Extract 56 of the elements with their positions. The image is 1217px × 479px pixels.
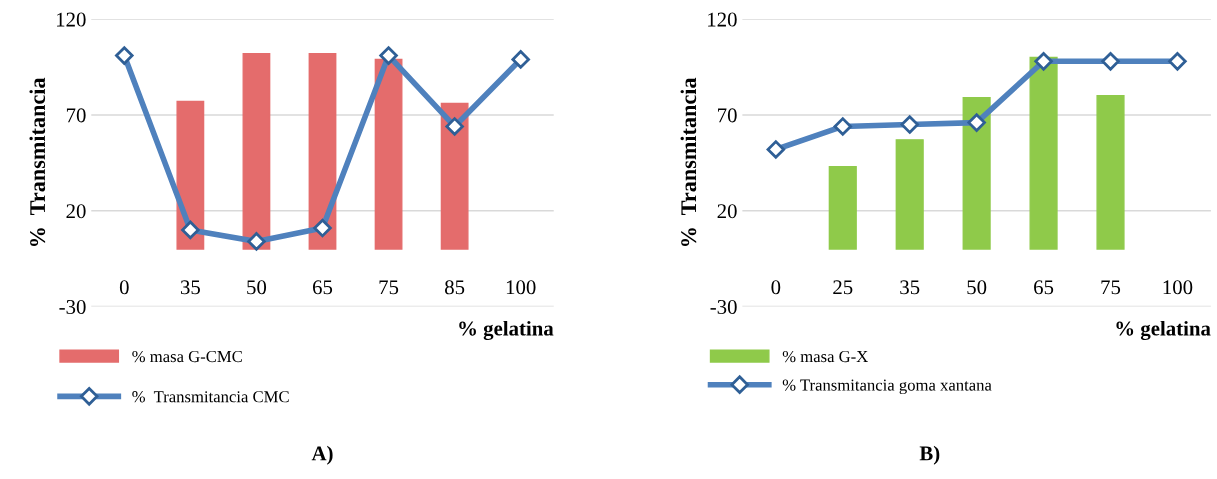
y-tick-label: -30: [59, 299, 86, 314]
bar: [828, 165, 857, 250]
y-tick-label: 120: [708, 12, 737, 27]
x-tick-label: 0: [771, 280, 781, 295]
point: [967, 113, 986, 132]
point: [1168, 52, 1187, 71]
x-tick-label: 100: [1163, 280, 1193, 295]
x-tick-label: 65: [1034, 280, 1054, 295]
y-tick-label: 20: [717, 204, 737, 219]
x-tick-label: 85: [445, 280, 465, 295]
legend-label: % masa G-CMC: [132, 350, 242, 363]
bar: [176, 100, 205, 250]
point: [247, 232, 266, 251]
point: [379, 46, 398, 65]
x-tick-label: 50: [967, 280, 987, 295]
x-axis-title: % gelatina: [1116, 320, 1211, 340]
point: [313, 218, 332, 238]
bar: [242, 52, 271, 250]
point: [181, 220, 200, 240]
y-tick-label: -30: [710, 299, 737, 314]
bar: [1029, 56, 1058, 250]
x-tick-label: 25: [833, 280, 853, 295]
x-tick-label: 100: [506, 280, 536, 295]
x-tick-label: 65: [312, 280, 333, 295]
x-tick-label: 35: [900, 280, 920, 295]
legend-label: % Transmitancia CMC: [132, 391, 289, 403]
bar: [962, 97, 991, 250]
y-tick-label: 70: [66, 108, 86, 123]
x-tick-label: 75: [379, 280, 399, 295]
x-tick-label: 35: [180, 280, 200, 295]
x-axis-title: % gelatina: [459, 320, 554, 340]
bar: [1096, 95, 1125, 250]
text: B): [919, 445, 940, 465]
x-tick-label: 50: [247, 280, 267, 295]
point: [1034, 52, 1053, 71]
point: [445, 117, 464, 136]
point: [833, 117, 853, 136]
point: [1101, 52, 1120, 71]
y-tick-label: 20: [66, 204, 86, 219]
y-tick-label: 70: [718, 108, 737, 123]
bar: [895, 139, 924, 250]
x-tick-label: 75: [1101, 280, 1121, 295]
point: [900, 115, 919, 134]
y-axis-title: % Transmitancia: [680, 77, 697, 246]
y-tick-label: 120: [57, 12, 86, 27]
point: [511, 50, 530, 69]
bar: [308, 52, 337, 250]
x-tick-label: 0: [119, 280, 129, 295]
legend-label: % masa G-X: [782, 350, 868, 363]
bar: [440, 102, 469, 250]
point: [115, 46, 134, 65]
bar: [374, 58, 403, 250]
point: [766, 140, 786, 159]
legend-label: % Transmitancia goma xantana: [782, 379, 992, 395]
y-axis-title: % Transmitancia: [29, 77, 46, 246]
text: A): [311, 445, 333, 465]
